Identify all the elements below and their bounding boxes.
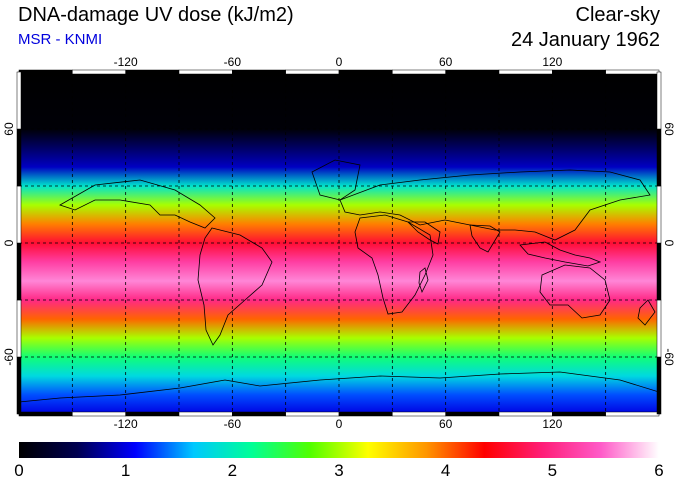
africa-outline <box>354 214 434 315</box>
frame-segment <box>605 69 660 75</box>
colorbar-tick-label: 2 <box>228 461 237 480</box>
frame-segment <box>285 69 340 75</box>
right-lat-label: 0 <box>662 240 676 247</box>
top-lon-label: -120 <box>114 55 138 69</box>
frame-segment <box>16 242 22 301</box>
right-lat-label: -60 <box>662 348 676 366</box>
left-lat-label: -60 <box>2 348 16 366</box>
right-lat-label: 60 <box>662 122 676 136</box>
frame-segment <box>656 71 662 130</box>
top-lon-label: 60 <box>439 55 453 69</box>
left-lat-label: 0 <box>2 239 16 246</box>
source-label: MSR - KNMI <box>18 31 103 48</box>
bottom-lon-label: 0 <box>336 417 343 431</box>
colorbar-gradient <box>19 442 659 458</box>
bottom-lon-label: 60 <box>439 417 453 431</box>
colorbar-tick-label: 0 <box>14 461 23 480</box>
frame-segment <box>392 69 446 75</box>
europe-asia-outline <box>339 169 651 241</box>
top-longitude-labels: -120 -60 0 60 120 <box>114 55 563 69</box>
frame-segment <box>445 69 500 75</box>
top-lon-label: 0 <box>336 55 343 69</box>
colorbar-tick-label: 3 <box>334 461 343 480</box>
frame-segment <box>285 411 340 417</box>
frame-segment <box>232 411 286 417</box>
india-outline <box>469 224 501 253</box>
north-america-outline <box>59 179 216 229</box>
madagascar-outline <box>418 267 429 294</box>
sky-condition-label: Clear-sky <box>575 4 660 26</box>
frame-segment <box>552 411 606 417</box>
frame-segment <box>18 69 73 75</box>
frame-segment <box>498 411 553 417</box>
frame-segment <box>338 411 393 417</box>
colorbar-tick-labels: 0 1 2 3 4 5 6 <box>14 461 663 480</box>
new-zealand-outline <box>637 299 656 326</box>
frame-segment <box>338 69 393 75</box>
antarctica-outline <box>19 371 659 403</box>
greenland-outline <box>311 159 361 201</box>
colorbar-tick-label: 6 <box>654 461 663 480</box>
frame-segment <box>16 185 22 244</box>
frame-segment <box>498 69 553 75</box>
frame-segment <box>605 411 660 417</box>
frame-segment <box>445 411 500 417</box>
arabia-outline <box>407 221 441 245</box>
map-frame-bars <box>16 69 662 417</box>
frame-segment <box>392 411 446 417</box>
bottom-lon-label: -120 <box>114 417 138 431</box>
frame-segment <box>552 69 606 75</box>
top-lon-label: 120 <box>542 55 562 69</box>
australia-outline <box>539 264 611 319</box>
map-title: DNA-damage UV dose (kJ/m2) <box>18 4 294 26</box>
colorbar-tick-label: 4 <box>441 461 450 480</box>
frame-segment <box>18 411 73 417</box>
frame-segment <box>178 411 233 417</box>
left-latitude-labels: 60 0 -60 <box>2 122 16 366</box>
colorbar-tick-label: 1 <box>121 461 130 480</box>
continent-outlines <box>19 159 659 403</box>
frame-segment <box>16 356 22 415</box>
colorbar: 0 1 2 3 4 5 6 <box>14 442 664 480</box>
frame-segment <box>656 356 662 415</box>
frame-segment <box>656 299 662 358</box>
map-area <box>16 69 662 417</box>
top-lon-label: -60 <box>224 55 242 69</box>
frame-segment <box>16 71 22 130</box>
bottom-lon-label: 120 <box>542 417 562 431</box>
frame-segment <box>125 69 180 75</box>
frame-segment <box>16 299 22 358</box>
left-lat-label: 60 <box>2 122 16 136</box>
colorbar-tick-label: 5 <box>548 461 557 480</box>
date-label: 24 January 1962 <box>510 29 660 51</box>
frame-segment <box>178 69 233 75</box>
frame-segment <box>232 69 286 75</box>
south-america-outline <box>197 227 273 346</box>
right-latitude-labels: 60 0 -60 <box>662 122 676 366</box>
bottom-lon-label: -60 <box>224 417 242 431</box>
frame-segment <box>656 185 662 244</box>
frame-segment <box>72 69 126 75</box>
bottom-longitude-labels: -120 -60 0 60 120 <box>114 417 563 431</box>
graticule <box>19 72 659 414</box>
southeast-asia-islands-outline <box>519 241 602 267</box>
frame-segment <box>16 128 22 187</box>
frame-segment <box>72 411 126 417</box>
frame-segment <box>656 242 662 301</box>
frame-segment <box>125 411 180 417</box>
frame-segment <box>656 128 662 187</box>
